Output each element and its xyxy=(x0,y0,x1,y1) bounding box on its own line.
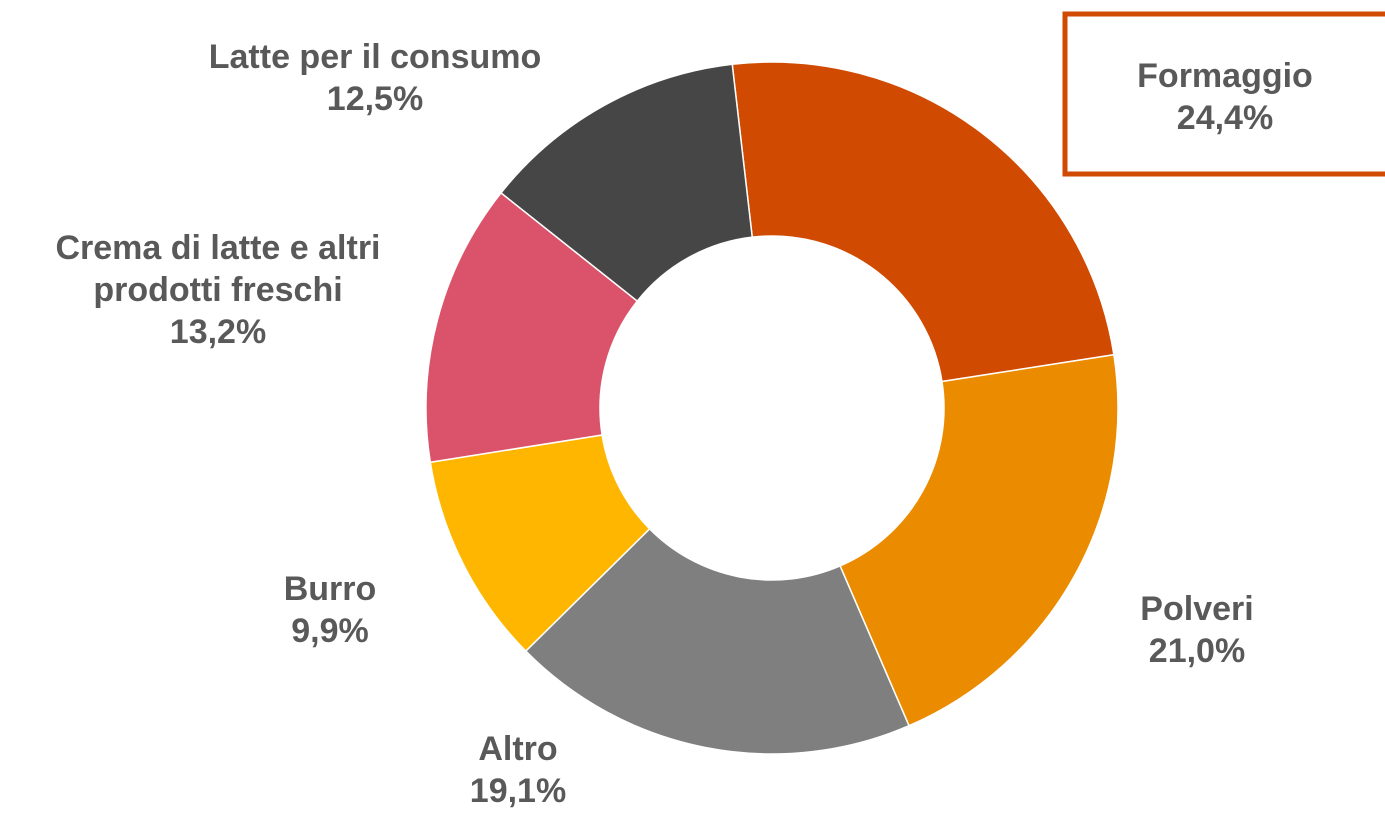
category-label: Burro xyxy=(283,570,377,608)
slice-label: Formaggio 24,4% xyxy=(1005,55,1385,139)
value-label: 13,2% xyxy=(169,313,267,351)
donut-slice xyxy=(839,353,1119,727)
category-label: Formaggio xyxy=(1137,57,1313,95)
donut-slice xyxy=(731,61,1115,383)
category-label: Latte per il consumo xyxy=(208,38,542,76)
slice-label: Polveri 21,0% xyxy=(977,588,1385,672)
slice-label: Crema di latte e altri prodotti freschi 1… xyxy=(0,227,438,353)
donut-slice xyxy=(425,191,639,464)
slice-label: Latte per il consumo 12,5% xyxy=(155,36,595,120)
value-label: 24,4% xyxy=(1176,99,1274,137)
value-label: 19,1% xyxy=(469,772,567,810)
value-label: 9,9% xyxy=(291,612,369,650)
highlight-box xyxy=(1062,11,1385,177)
category-label: Altro xyxy=(478,730,558,768)
slice-label: Altro 19,1% xyxy=(298,728,738,812)
slice-label: Burro 9,9% xyxy=(110,568,550,652)
value-label: 12,5% xyxy=(326,80,424,118)
category-label: Polveri xyxy=(1140,590,1254,628)
donut-slice xyxy=(499,63,754,303)
value-label: 21,0% xyxy=(1148,632,1246,670)
donut-slice xyxy=(524,527,910,755)
category-label: Crema di latte e altri prodotti freschi xyxy=(55,229,381,309)
